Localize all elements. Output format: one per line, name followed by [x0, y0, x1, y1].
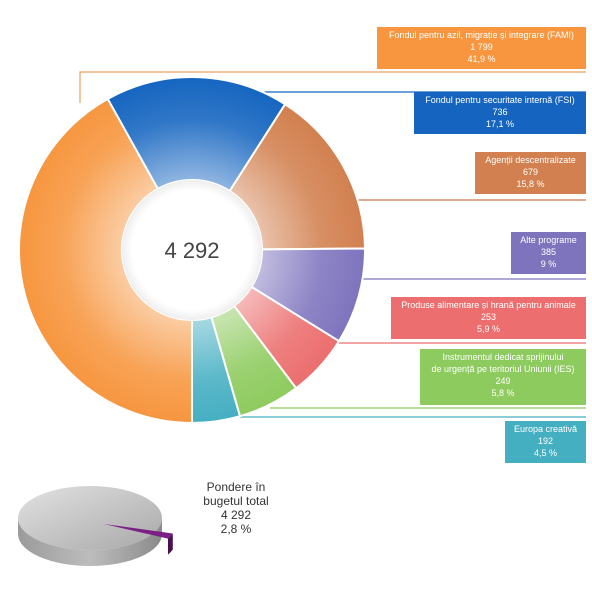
label-value-3: 679: [523, 167, 538, 177]
label-name-7: Europa creativă: [514, 424, 577, 434]
label-box-1: [377, 27, 586, 69]
label-value-7: 192: [538, 436, 553, 446]
share-of-total-pie: Pondere în bugetul total 4 292 2,8 %: [18, 480, 269, 566]
leader-line-1: [79, 71, 586, 103]
share-pie-highlight-slice: [104, 524, 173, 539]
label-value-4: 385: [541, 247, 556, 257]
share-pie-top: [18, 486, 162, 550]
label-name-2: Fondul pentru securitate internă (FSI): [425, 95, 575, 105]
label-name-5: Produse alimentare și hrană pentru anima…: [401, 300, 576, 310]
label-box-5: [391, 297, 586, 339]
label-value-5: 253: [481, 312, 496, 322]
share-percent: 2,8 %: [221, 522, 252, 536]
label-name-4: Alte programe: [520, 235, 577, 245]
share-pie-highlight-side: [167, 533, 173, 555]
label-percent-4: 9 %: [541, 259, 557, 269]
label-percent-7: 4,5 %: [534, 448, 557, 458]
label-percent-3: 15,8 %: [516, 179, 544, 189]
label-box-6: [420, 349, 586, 405]
donut-center-total: 4 292: [164, 238, 219, 263]
donut-hole: [122, 180, 262, 320]
label-value-2: 736: [492, 107, 507, 117]
label-value-6: 249: [495, 376, 510, 386]
leader-lines: [79, 71, 586, 418]
label-percent-2: 17,1 %: [486, 119, 514, 129]
label-name-6-2: de urgență pe teritoriul Uniunii (IES): [431, 364, 574, 374]
label-percent-5: 5,9 %: [477, 324, 500, 334]
label-percent-1: 41,9 %: [467, 54, 495, 64]
label-box-4: [511, 232, 586, 274]
label-box-2: [414, 92, 586, 134]
label-percent-6: 5,8 %: [491, 388, 514, 398]
share-pie-side: [18, 518, 162, 566]
share-total-value: 4 292: [221, 508, 251, 522]
label-name-1: Fondul pentru azil, migrație și integrar…: [389, 30, 574, 40]
label-box-7: [505, 421, 586, 463]
share-line-1: Pondere în: [207, 480, 266, 494]
label-value-1: 1 799: [470, 42, 493, 52]
label-box-3: [475, 152, 586, 194]
slice-labels: Fondul pentru azil, migrație și integrar…: [377, 27, 586, 463]
share-line-2: bugetul total: [203, 494, 268, 508]
label-name-3: Agenții descentralizate: [485, 155, 576, 165]
label-name-6-1: Instrumentul dedicat sprijinului: [442, 352, 563, 362]
